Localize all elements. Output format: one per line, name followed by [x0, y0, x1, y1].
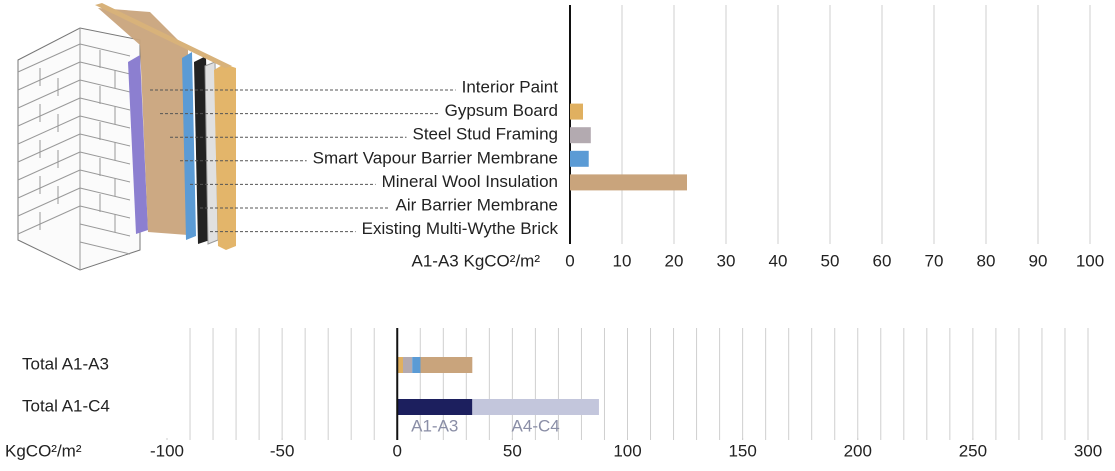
x-tick-label: 100	[613, 441, 641, 460]
x-tick-label: 0	[393, 441, 402, 460]
category-label: Gypsum Board	[445, 101, 558, 120]
bar	[570, 151, 589, 167]
category-label: Total A1-A3	[22, 354, 109, 373]
segment-label: A1-A3	[411, 416, 458, 435]
x-tick-label: 30	[717, 251, 736, 270]
category-label: Interior Paint	[462, 77, 559, 96]
x-tick-label: 250	[959, 441, 987, 460]
x-tick-label: 150	[728, 441, 756, 460]
category-label: Mineral Wool Insulation	[382, 172, 558, 191]
bar	[570, 127, 591, 143]
x-tick-label: 70	[925, 251, 944, 270]
category-label: Steel Stud Framing	[412, 125, 558, 144]
bar	[570, 174, 687, 190]
x-tick-label: 20	[665, 251, 684, 270]
x-tick-label: 100	[1076, 251, 1104, 270]
bar-segment	[412, 357, 420, 373]
x-tick-label: 0	[565, 251, 574, 270]
bar-segment	[397, 399, 472, 415]
x-tick-label: 50	[821, 251, 840, 270]
chart: 0 10 20 30 40 50 60 70 80 90 100 A1-A3 KgCO²/m² Inte…	[0, 0, 1115, 471]
x-tick-label: 60	[873, 251, 892, 270]
bar-segment	[421, 357, 473, 373]
category-label: Total A1-C4	[22, 396, 110, 415]
x-tick-label: -100	[150, 441, 184, 460]
x-tick-label: 300	[1074, 441, 1102, 460]
bar-segment	[472, 399, 599, 415]
wall-illustration	[18, 3, 236, 270]
bar	[570, 104, 583, 120]
category-label: Smart Vapour Barrier Membrane	[313, 148, 558, 167]
x-tick-label: 50	[503, 441, 522, 460]
x-tick-label: 80	[977, 251, 996, 270]
x-tick-label: 10	[613, 251, 632, 270]
segment-label: A4-C4	[512, 416, 560, 435]
x-tick-label: 200	[844, 441, 872, 460]
x-tick-label: 90	[1029, 251, 1048, 270]
bar-segment	[403, 357, 412, 373]
category-label: Existing Multi-Wythe Brick	[362, 219, 559, 238]
x-axis-label: A1-A3 KgCO²/m²	[412, 251, 541, 270]
x-tick-label: -50	[270, 441, 295, 460]
category-label: Air Barrier Membrane	[396, 195, 559, 214]
x-tick-label: 40	[769, 251, 788, 270]
x-axis-label: KgCO²/m²	[5, 441, 82, 460]
